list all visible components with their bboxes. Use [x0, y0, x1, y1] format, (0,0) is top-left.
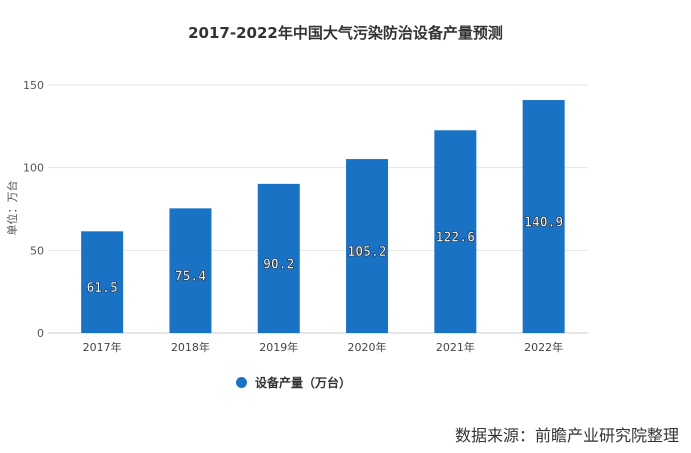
source-note: 数据来源：前瞻产业研究院整理 [454, 426, 679, 445]
bar [169, 208, 212, 333]
bar [522, 100, 565, 333]
x-tick-label: 2017年 [83, 340, 122, 354]
y-tick-label: 150 [23, 79, 44, 92]
legend-marker [236, 377, 247, 388]
y-tick-label: 0 [37, 327, 44, 340]
bar [257, 183, 300, 333]
data-label: 61.5 [86, 281, 117, 296]
bar [434, 130, 477, 333]
data-label: 90.2 [263, 257, 294, 272]
x-tick-label: 2021年 [436, 340, 475, 354]
data-label: 105.2 [347, 245, 386, 260]
chart-title: 2017-2022年中国大气污染防治设备产量预测 [188, 24, 503, 42]
y-tick-label: 50 [30, 244, 44, 257]
data-label: 122.6 [436, 231, 475, 246]
x-tick-label: 2022年 [524, 340, 563, 354]
y-tick-label: 100 [23, 162, 44, 175]
x-tick-label: 2019年 [259, 340, 298, 354]
x-tick-label: 2020年 [348, 340, 387, 354]
data-label: 75.4 [175, 270, 206, 285]
legend-label: 设备产量（万台） [255, 376, 352, 390]
data-label: 140.9 [524, 216, 563, 231]
x-tick-label: 2018年 [171, 340, 210, 354]
bar [81, 231, 124, 333]
legend[interactable]: 设备产量（万台） [236, 374, 351, 391]
bar [346, 159, 389, 333]
